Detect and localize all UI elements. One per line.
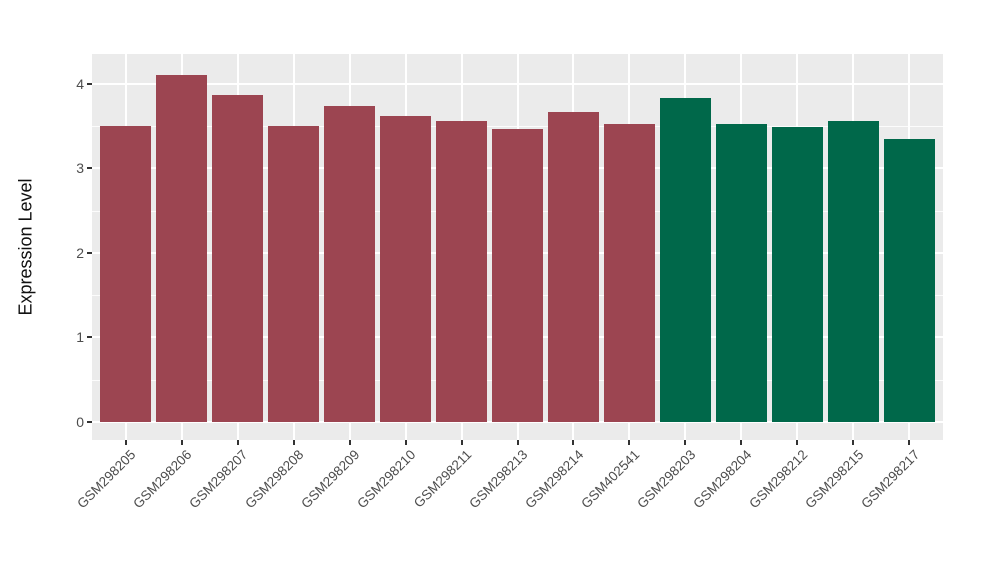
x-tick-label-GSM298203: GSM298203 [633, 447, 699, 512]
y-axis-tick-labels: 0 1 2 3 4 [0, 54, 84, 440]
y-tick-mark [87, 82, 92, 85]
bar-GSM402541 [604, 124, 655, 422]
x-tick-mark [740, 440, 743, 445]
x-tick-label-GSM298210: GSM298210 [353, 447, 419, 512]
x-tick-mark [628, 440, 631, 445]
bar-GSM298208 [268, 125, 319, 422]
x-tick-label-GSM298209: GSM298209 [297, 447, 363, 512]
y-tick-mark [87, 251, 92, 254]
x-tick-mark [572, 440, 575, 445]
x-tick-mark [460, 440, 463, 445]
y-tick-label-4: 4 [76, 75, 84, 92]
x-tick-label-GSM298211: GSM298211 [410, 447, 475, 511]
x-tick-mark [908, 440, 911, 445]
bar-GSM298214 [548, 111, 599, 422]
y-tick-label-2: 2 [76, 244, 84, 261]
bar-GSM298207 [212, 95, 263, 422]
x-tick-label-GSM298207: GSM298207 [185, 447, 251, 512]
y-tick-mark [87, 421, 92, 423]
plot-panel [92, 54, 943, 440]
x-tick-label-GSM298208: GSM298208 [241, 447, 307, 512]
x-tick-mark [796, 440, 799, 445]
x-tick-mark [852, 440, 855, 445]
y-tick-mark [87, 167, 92, 170]
x-tick-mark [684, 440, 687, 445]
bar-GSM298203 [660, 97, 711, 422]
bar-GSM298217 [884, 139, 935, 422]
x-tick-mark [292, 440, 295, 445]
x-axis-tick-labels: GSM298205 GSM298206 GSM298207 GSM298208 GSM2… [74, 447, 943, 567]
bar-GSM298205 [100, 125, 151, 422]
x-tick-label-GSM298212: GSM298212 [745, 447, 811, 512]
bar-GSM298211 [436, 120, 487, 422]
y-tick-label-3: 3 [76, 160, 84, 177]
y-tick-label-1: 1 [76, 329, 84, 346]
x-tick-label-GSM298217: GSM298217 [857, 447, 923, 512]
y-tick-label-0: 0 [76, 414, 84, 430]
x-tick-label-GSM298214: GSM298214 [521, 447, 587, 512]
x-tick-mark [348, 440, 351, 445]
x-tick-mark [404, 440, 407, 445]
x-tick-label-GSM298204: GSM298204 [689, 447, 755, 512]
x-tick-mark [516, 440, 519, 445]
x-tick-label-GSM298213: GSM298213 [465, 447, 531, 512]
bar-GSM298210 [380, 115, 431, 422]
bar-GSM298215 [828, 120, 879, 422]
y-tick-mark [87, 336, 92, 339]
x-tick-label-GSM298205: GSM298205 [73, 447, 139, 512]
x-tick-mark [236, 440, 239, 445]
x-tick-label-GSM298215: GSM298215 [801, 447, 867, 512]
x-tick-label-GSM402541: GSM402541 [577, 447, 643, 512]
bar-GSM298212 [772, 126, 823, 422]
x-tick-mark [180, 440, 183, 445]
x-tick-mark [124, 440, 127, 445]
x-tick-label-GSM298206: GSM298206 [129, 447, 195, 512]
bar-GSM298206 [156, 75, 207, 422]
bar-GSM298204 [716, 124, 767, 422]
bar-GSM298209 [324, 106, 375, 422]
bar-GSM298213 [492, 129, 543, 422]
y-axis-title: Expression Level [15, 178, 36, 316]
